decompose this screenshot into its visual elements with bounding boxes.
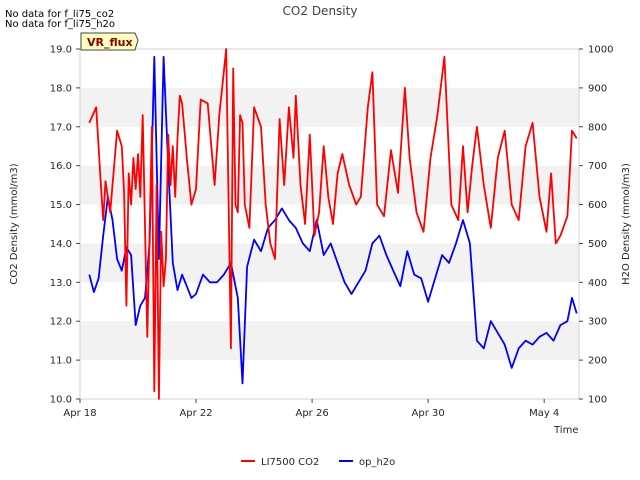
y-right-tick-label: 1000 (588, 45, 613, 56)
series-lines (88, 48, 578, 400)
y-axis-right-title: H2O Density (mmol/m3) (621, 163, 632, 285)
no-data-note-h2o: No data for f_li75_h2o (5, 19, 116, 30)
x-tick-label: Apr 18 (63, 408, 96, 419)
x-tick-label: Apr 22 (179, 408, 212, 419)
y-left-tick-label: 12.0 (50, 317, 72, 328)
plot-frame (79, 48, 580, 400)
no-data-note-co2: No data for f_li75_co2 (5, 9, 115, 20)
y-left-tick-label: 15.0 (50, 200, 72, 211)
x-tick-label: Apr 30 (412, 408, 445, 419)
y-left-tick-label: 16.0 (50, 161, 72, 172)
y-left-tick-label: 10.0 (50, 395, 72, 406)
chart-title: CO2 Density (283, 4, 358, 18)
y-right-tick-label: 300 (588, 317, 607, 328)
y-right-tick-label: 400 (588, 278, 607, 289)
y-left-tick-label: 11.0 (50, 356, 72, 367)
x-tick-label: May 4 (529, 408, 559, 419)
site-badge: VR_flux (80, 32, 139, 51)
y-left-tick-label: 17.0 (50, 122, 72, 133)
y-left-tick-label: 19.0 (50, 45, 72, 56)
x-axis-title: Time (553, 425, 578, 436)
y-left-tick-label: 18.0 (50, 83, 72, 94)
y-right-tick-label: 500 (588, 239, 607, 250)
y-right-tick-label: 800 (588, 122, 607, 133)
series-line-li7500-co2 (88, 48, 578, 400)
legend-label-co2: LI7500 CO2 (261, 457, 319, 468)
y-right-tick-label: 900 (588, 83, 607, 94)
x-tick-label: Apr 26 (295, 408, 328, 419)
y-right-tick-label: 200 (588, 356, 607, 367)
y-right-tick-label: 100 (588, 395, 607, 406)
y-left-tick-label: 13.0 (50, 278, 72, 289)
axes: 10.0 11.0 12.0 13.0 14.0 15.0 16.0 17.0 18.0 19.0… (50, 45, 614, 420)
grid-band (80, 321, 579, 361)
site-badge-label: VR_flux (87, 36, 133, 49)
y-axis-left-title: CO2 Density (mmol/m3) (9, 163, 20, 284)
y-right-tick-label: 700 (588, 161, 607, 172)
y-left-tick-label: 14.0 (50, 239, 72, 250)
legend: LI7500 CO2 op_h2o (241, 457, 395, 468)
y-right-tick-label: 600 (588, 200, 607, 211)
site-badge-box (80, 32, 139, 51)
legend-label-h2o: op_h2o (359, 457, 395, 468)
